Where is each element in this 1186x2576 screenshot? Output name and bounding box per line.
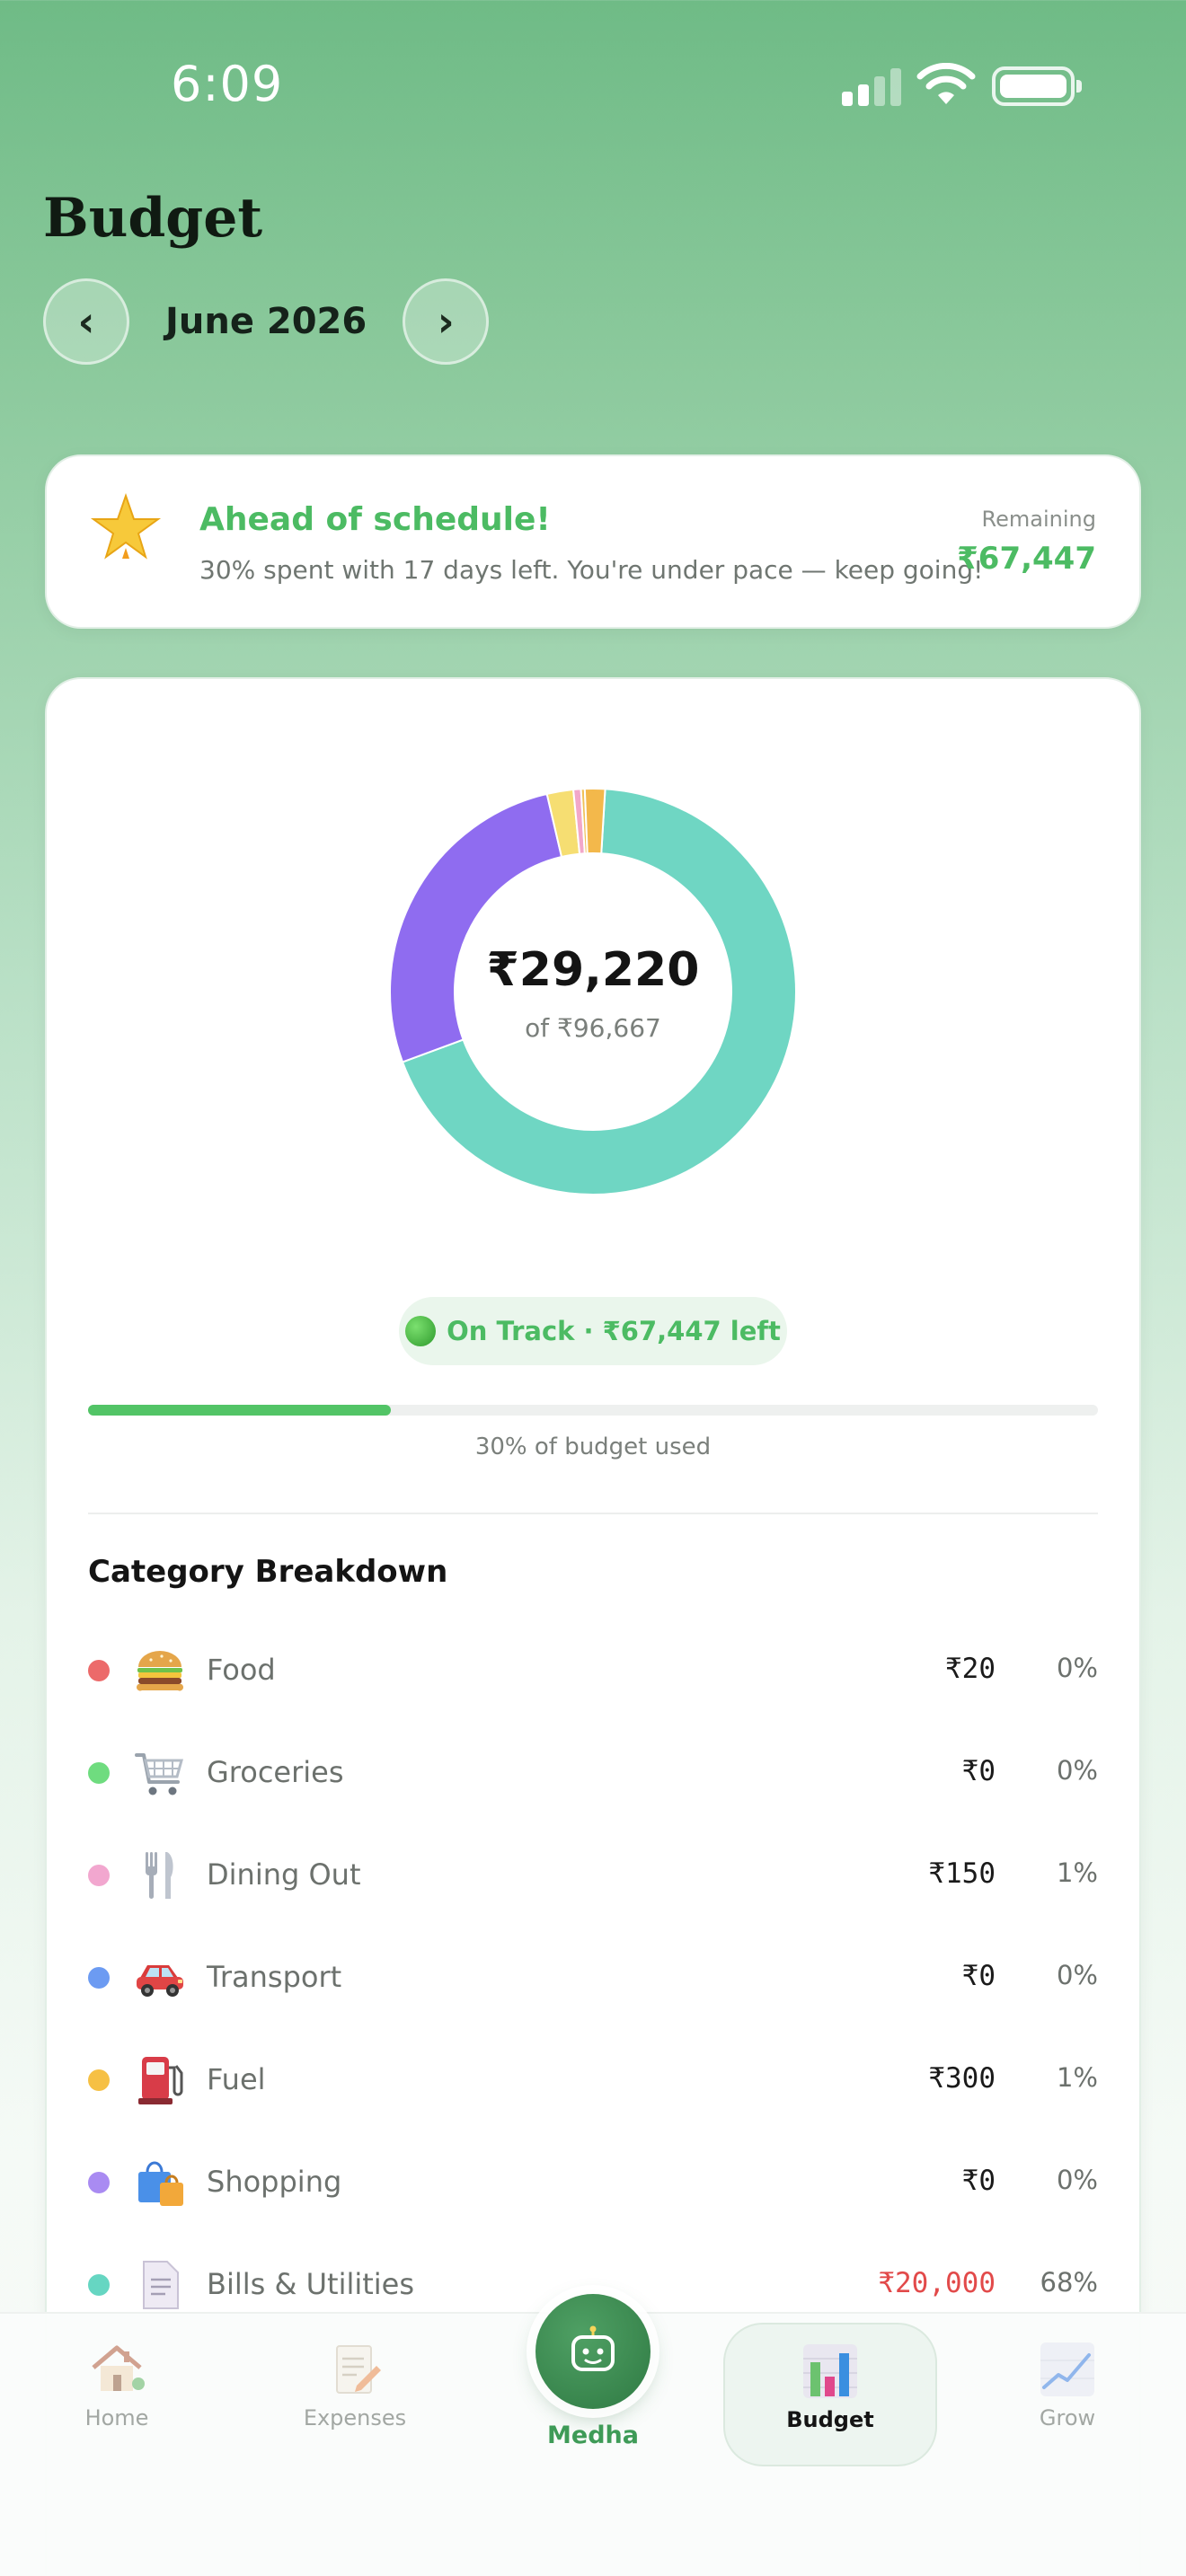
- category-amount: ₹0: [961, 1960, 996, 1992]
- cellular-signal-icon: [842, 68, 901, 106]
- banner-subtitle: 30% spent with 17 days left. You're unde…: [199, 555, 984, 585]
- status-badge: On Track · ₹67,447 left: [399, 1297, 787, 1365]
- budget-card: [45, 677, 1141, 2576]
- category-color-dot: [88, 2274, 110, 2296]
- car-icon: [137, 1965, 183, 1997]
- fork-knife-icon: [146, 1852, 173, 1899]
- donut-slice-shopping: [389, 792, 563, 1063]
- budget-donut-chart: [389, 788, 797, 1195]
- previous-month-button[interactable]: ‹: [43, 278, 129, 365]
- tab-expenses[interactable]: Expenses: [265, 2339, 445, 2430]
- month-navigator: ‹ June 2026 ›: [43, 278, 490, 365]
- category-percent: 0%: [1056, 1960, 1098, 1990]
- tab-grow[interactable]: Grow: [978, 2339, 1157, 2430]
- tab-budget[interactable]: Budget: [723, 2323, 937, 2466]
- category-name: Groceries: [207, 1755, 344, 1789]
- category-color-dot: [88, 2172, 110, 2193]
- progress-caption: 30% of budget used: [474, 1434, 712, 1460]
- shopping-bag-icon: [138, 2161, 183, 2206]
- category-name: Bills & Utilities: [207, 2267, 415, 2301]
- remaining-label: Remaining: [981, 507, 1096, 532]
- category-row-food[interactable]: Food ₹20 0%: [88, 1635, 1098, 1707]
- category-row-fuel[interactable]: Fuel ₹300 1%: [88, 2044, 1098, 2116]
- category-percent: 0%: [1056, 1653, 1098, 1683]
- category-amount: ₹150: [928, 1857, 996, 1890]
- trend-chart-icon: [1040, 2342, 1094, 2396]
- category-name: Food: [207, 1653, 276, 1687]
- tab-label: Expenses: [303, 2405, 407, 2430]
- category-amount: ₹0: [961, 1755, 996, 1787]
- category-color-dot: [88, 1660, 110, 1681]
- budget-progress-bar: [88, 1405, 1098, 1416]
- category-row-bills-utilities[interactable]: Bills & Utilities ₹20,000 68%: [88, 2249, 1098, 2321]
- category-row-groceries[interactable]: Groceries ₹0 0%: [88, 1737, 1098, 1809]
- category-percent: 1%: [1056, 2062, 1098, 2093]
- category-percent: 68%: [1040, 2267, 1098, 2298]
- category-color-dot: [88, 1865, 110, 1886]
- category-amount: ₹20: [945, 1653, 996, 1685]
- star-icon: [90, 492, 162, 560]
- category-color-dot: [88, 2069, 110, 2091]
- category-row-dining-out[interactable]: Dining Out ₹150 1%: [88, 1839, 1098, 1911]
- section-title: Category Breakdown: [88, 1554, 448, 1590]
- donut-slice-bills-utilities: [401, 788, 797, 1195]
- house-icon: [92, 2345, 145, 2391]
- cart-icon: [135, 1753, 183, 1795]
- battery-icon: [992, 66, 1082, 106]
- banner-title: Ahead of schedule!: [199, 501, 551, 538]
- category-row-transport[interactable]: Transport ₹0 0%: [88, 1942, 1098, 2014]
- category-percent: 0%: [1056, 1755, 1098, 1786]
- donut-slice-other: [583, 788, 606, 855]
- pace-banner: Ahead of schedule! 30% spent with 17 day…: [45, 454, 1141, 629]
- category-name: Dining Out: [207, 1857, 361, 1892]
- fuel-pump-icon: [138, 2057, 183, 2104]
- category-name: Transport: [207, 1960, 342, 1994]
- category-row-shopping[interactable]: Shopping ₹0 0%: [88, 2147, 1098, 2219]
- remaining-value: ₹67,447: [957, 541, 1096, 577]
- status-time: 6:09: [171, 56, 284, 112]
- category-amount: ₹20,000: [878, 2267, 996, 2299]
- category-amount: ₹300: [928, 2062, 996, 2095]
- budget-progress-fill: [88, 1405, 392, 1416]
- next-month-button[interactable]: ›: [403, 278, 490, 365]
- spent-amount: ₹29,220: [486, 943, 700, 997]
- tab-label: Home: [84, 2405, 149, 2430]
- tab-label: Grow: [1039, 2405, 1096, 2430]
- divider: [88, 1513, 1098, 1514]
- month-label: June 2026: [165, 301, 367, 342]
- robot-icon: [571, 2325, 615, 2371]
- status-text: On Track · ₹67,447 left: [447, 1316, 781, 1346]
- category-name: Fuel: [207, 2062, 266, 2096]
- total-budget: of ₹96,667: [525, 1013, 661, 1043]
- tab-home[interactable]: Home: [27, 2339, 207, 2430]
- tab-label: Budget: [786, 2407, 874, 2432]
- burger-icon: [136, 1651, 184, 1691]
- category-color-dot: [88, 1762, 110, 1784]
- category-percent: 1%: [1056, 1857, 1098, 1888]
- green-circle-icon: [405, 1316, 437, 1346]
- bar-chart-icon: [803, 2344, 857, 2398]
- wifi-icon: [916, 63, 976, 104]
- category-color-dot: [88, 1967, 110, 1989]
- category-percent: 0%: [1056, 2165, 1098, 2195]
- page-title: Budget: [43, 187, 263, 250]
- category-amount: ₹0: [961, 2165, 996, 2197]
- memo-icon: [336, 2345, 381, 2394]
- document-icon: [143, 2261, 179, 2309]
- medha-label: Medha: [547, 2422, 639, 2449]
- medha-assistant-button[interactable]: [535, 2294, 651, 2409]
- category-name: Shopping: [207, 2165, 342, 2199]
